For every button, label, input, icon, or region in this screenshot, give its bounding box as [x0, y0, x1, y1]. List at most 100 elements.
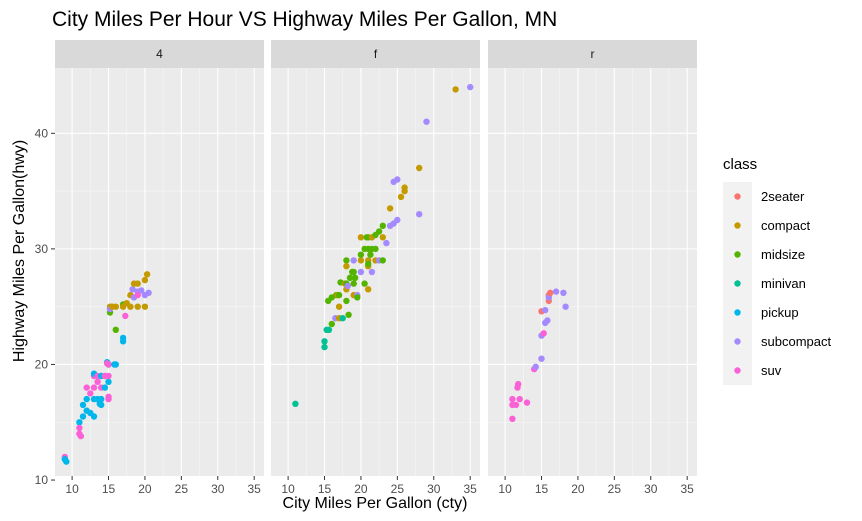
data-point-midsize — [343, 297, 350, 305]
data-point-suv — [122, 312, 129, 320]
data-point-midsize — [357, 251, 365, 258]
x-tick-label: 35 — [463, 482, 477, 496]
data-point-subcompact — [129, 286, 136, 293]
data-point-midsize — [345, 311, 352, 318]
data-point-minivan — [321, 343, 328, 351]
data-point-pickup — [79, 401, 87, 409]
legend-item-minivan: minivan — [723, 269, 806, 298]
data-point-pickup — [79, 413, 87, 420]
y-axis-title: Highway Miles Per Gallon(hwy) — [11, 140, 28, 362]
data-point-subcompact — [394, 176, 401, 183]
chart-title: City Miles Per Hour VS Highway Miles Per… — [52, 8, 557, 31]
x-tick-label: 25 — [175, 482, 189, 496]
x-tick-label: 20 — [354, 482, 368, 496]
panel-background — [271, 68, 480, 476]
legend-item-suv: suv — [723, 356, 782, 385]
data-point-midsize — [361, 280, 368, 287]
legend-item-compact: compact — [723, 211, 811, 240]
x-tick-label: 30 — [427, 482, 441, 496]
facet-panel-4: 4 10 15 20 25 30 35 10 20 30 40 — [35, 40, 264, 496]
x-tick-label: 10 — [65, 482, 79, 496]
data-point-pickup — [98, 395, 105, 403]
data-point-midsize — [367, 251, 374, 258]
data-point-subcompact — [542, 306, 549, 314]
y-tick-label: 20 — [35, 357, 49, 371]
data-point-midsize — [335, 291, 343, 299]
data-point-subcompact — [145, 289, 152, 296]
data-point-midsize — [346, 274, 354, 281]
facet-strip-label: f — [374, 47, 378, 61]
data-point-compact — [127, 303, 134, 310]
data-point-suv — [76, 424, 83, 432]
legend-key-point — [734, 367, 741, 374]
legend-item-subcompact: subcompact — [723, 327, 831, 356]
y-tick-label: 40 — [35, 126, 49, 140]
data-point-pickup — [101, 384, 109, 391]
data-point-compact — [416, 164, 423, 172]
data-point-compact — [357, 257, 365, 264]
data-point-compact — [134, 303, 141, 310]
data-point-suv — [105, 393, 112, 400]
data-point-subcompact — [394, 216, 401, 224]
data-point-pickup — [112, 361, 120, 368]
facet-panels: 4 10 15 20 25 30 35 10 20 30 40 f 10 15 20 25 30 35 r 10 15 2… — [35, 40, 697, 496]
legend-key-point — [734, 338, 741, 345]
legend-key-point — [734, 251, 741, 258]
x-tick-label: 25 — [391, 482, 405, 496]
legend-label: compact — [761, 218, 811, 233]
x-tick-label: 20 — [571, 482, 585, 496]
data-point-compact — [401, 184, 408, 191]
data-point-suv — [509, 395, 516, 403]
legend-label: 2seater — [761, 189, 805, 204]
data-point-subcompact — [562, 303, 569, 310]
data-point-minivan — [292, 400, 299, 407]
data-point-subcompact — [344, 282, 351, 290]
x-tick-label: 15 — [535, 482, 549, 496]
data-point-pickup — [119, 334, 127, 342]
data-point-midsize — [328, 320, 335, 328]
data-point-midsize — [351, 274, 359, 281]
data-point-midsize — [379, 257, 386, 264]
data-point-subcompact — [416, 211, 423, 218]
data-point-pickup — [98, 401, 105, 409]
facet-panel-r: r 10 15 20 25 30 35 — [488, 40, 697, 496]
data-point-suv — [540, 330, 547, 337]
legend: class 2seater compact midsize minivan pickup… — [723, 156, 831, 385]
data-point-compact — [397, 193, 405, 201]
data-point-suv — [509, 415, 516, 422]
data-point-compact — [112, 303, 120, 310]
data-point-compact — [141, 303, 149, 310]
data-point-suv — [512, 401, 520, 409]
data-point-suv — [515, 380, 522, 388]
data-point-compact — [143, 271, 151, 278]
facet-strip — [271, 40, 480, 68]
data-point-pickup — [76, 419, 83, 426]
data-point-subcompact — [357, 268, 365, 276]
x-tick-label: 35 — [680, 482, 694, 496]
facet-strip — [55, 40, 264, 68]
data-point-pickup — [105, 378, 112, 385]
data-point-subcompact — [544, 317, 551, 324]
legend-title: class — [723, 156, 757, 173]
data-point-midsize — [365, 260, 372, 268]
facet-strip — [488, 40, 697, 68]
data-point-suv — [94, 378, 101, 385]
data-point-subcompact — [532, 363, 539, 370]
data-point-subcompact — [368, 268, 376, 276]
data-point-subcompact — [138, 287, 145, 294]
data-point-pickup — [90, 413, 98, 420]
x-tick-label: 10 — [498, 482, 512, 496]
data-point-pickup — [83, 395, 90, 403]
data-point-midsize — [354, 294, 361, 301]
data-point-subcompact — [350, 257, 357, 264]
legend-label: suv — [761, 363, 782, 378]
y-tick-label: 30 — [35, 242, 49, 256]
data-point-suv — [105, 372, 112, 380]
data-point-compact — [335, 303, 343, 310]
data-point-2seater — [547, 289, 554, 296]
facet-strip-label: 4 — [156, 47, 163, 61]
facet-strip-label: r — [591, 47, 595, 61]
x-axis-title: City Miles Per Gallon (cty) — [283, 495, 468, 512]
data-point-compact — [134, 280, 141, 287]
